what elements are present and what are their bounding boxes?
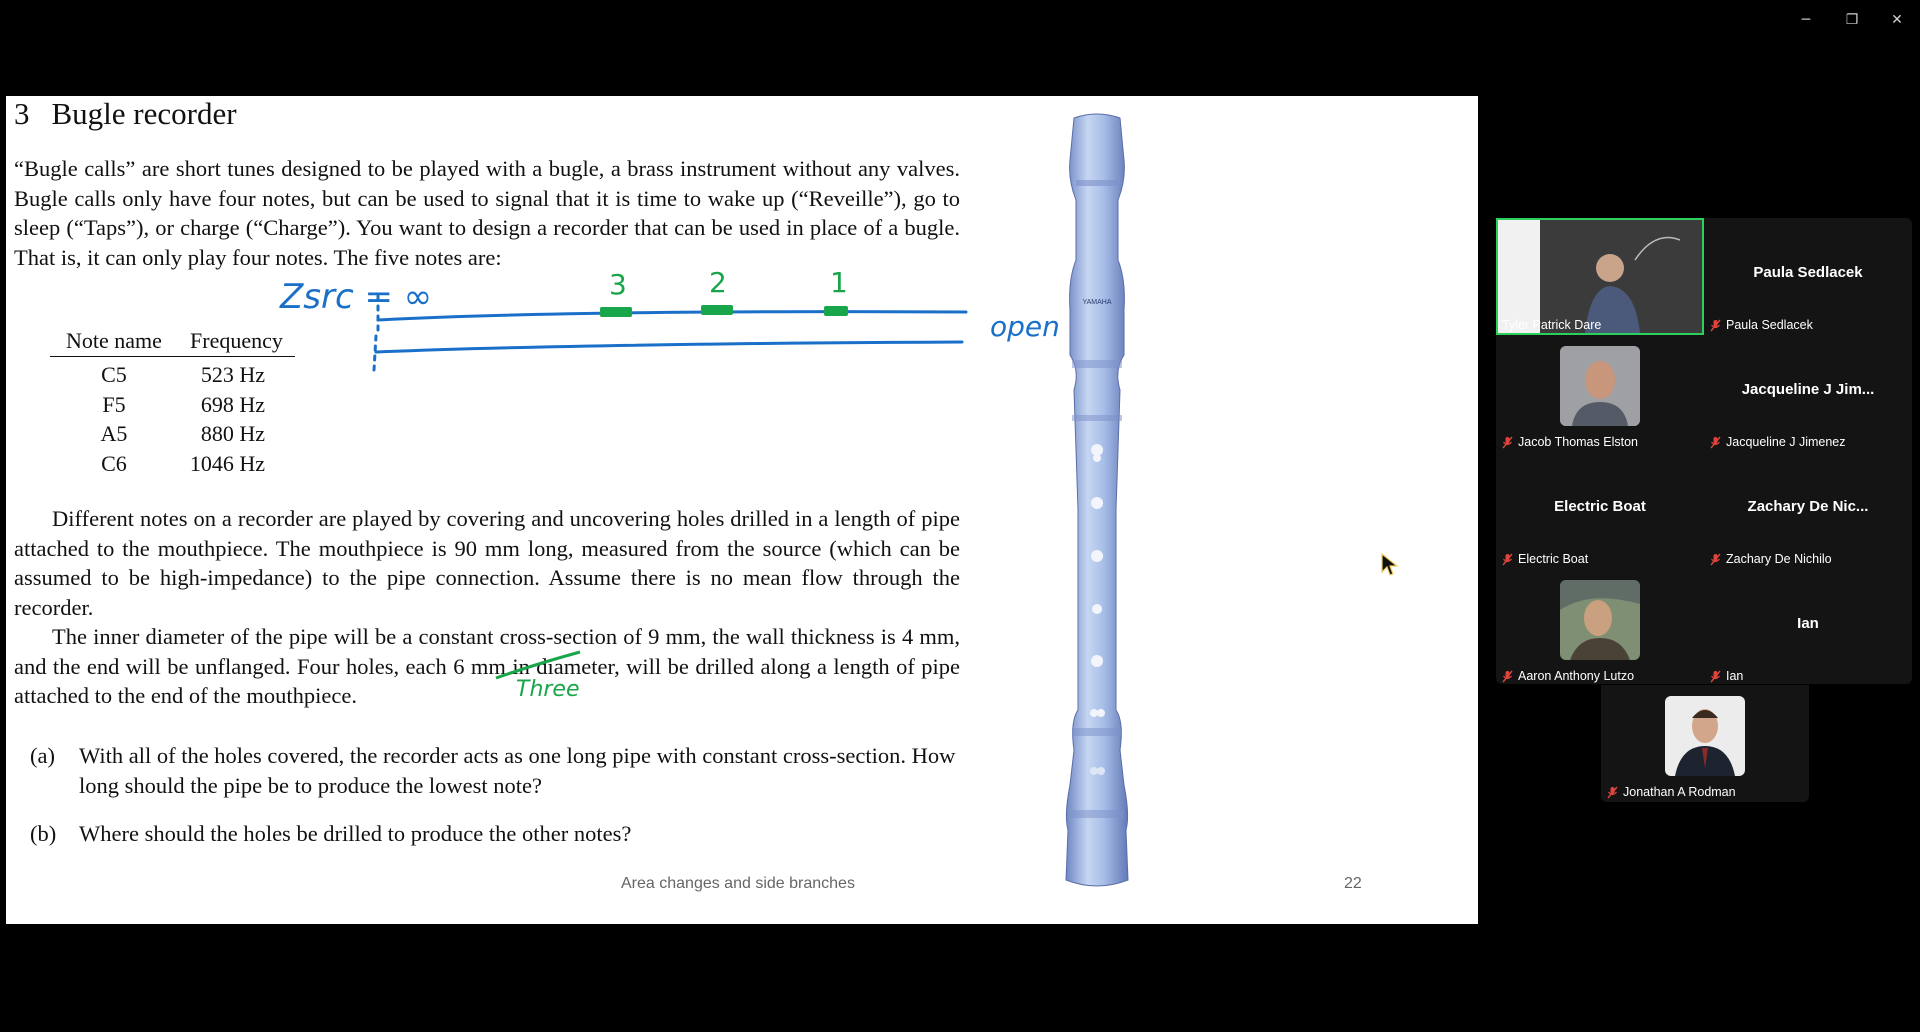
slide-footer: Area changes and side branches [621,875,855,892]
frequency-cell: 523 Hz [200,362,266,387]
muted-mic-icon [1710,553,1721,565]
section-number: 3 [14,96,30,131]
participant-display-name: Zachary De Nic... [1747,498,1869,515]
muted-mic-icon [1502,670,1513,682]
shared-slide: 3 Bugle recorder “Bugle calls” are short … [6,96,1478,924]
participant-display-name: Paula Sedlacek [1753,264,1863,281]
strikethrough-mark [495,650,581,680]
participant-name-text: Tyler Patrick Dare [1502,318,1602,332]
participant-tile-electric-boat[interactable]: Electric Boat Electric Boat [1496,452,1704,569]
muted-mic-icon [1710,436,1721,448]
question-label: (b) [30,821,57,846]
table-row: F5 698 Hz [50,390,295,420]
participant-display-name: Jacqueline J Jim... [1741,381,1875,398]
pipe-text-b: holes, each 6 mm in diameter, will be dr… [14,653,960,709]
avatar-photo [1665,696,1745,776]
participant-name: Zachary De Nichilo [1710,552,1832,566]
pipe-text-a: The inner diameter of the pipe will be a… [14,624,960,679]
mouse-cursor-icon [1381,553,1399,576]
hole-number-1: 1 [830,266,848,299]
table-row: C6 1046 Hz [50,449,295,479]
participant-name: Electric Boat [1502,552,1588,566]
zsrc-annotation: Zsrc = ∞ [279,277,432,317]
question-b: (b) Where should the holes be drilled to… [30,819,960,849]
participant-tile-inner: Jonathan A Rodman [1601,685,1809,802]
participant-name: Ian [1710,669,1743,683]
close-button[interactable]: ✕ [1891,12,1903,28]
question-text: Where should the holes be drilled to pro… [79,821,632,846]
restore-button[interactable]: ❐ [1845,12,1859,28]
participant-name: Jacqueline J Jimenez [1710,435,1846,449]
title-text: Bugle recorder [51,96,237,131]
participant-name: Paula Sedlacek [1710,318,1813,332]
paragraph-pipe: The inner diameter of the pipe will be a… [14,622,960,711]
muted-mic-icon [1502,436,1513,448]
frequency-cell: 880 Hz [200,421,266,446]
participant-name-text: Jacob Thomas Elston [1518,435,1638,449]
hole-marks [600,305,848,317]
table-row: C5 523 Hz [50,357,295,390]
pipe-sketch [372,294,968,372]
three-annotation: Three [516,677,580,702]
participant-name-text: Jacqueline J Jimenez [1726,435,1846,449]
note-name-cell: F5 [102,391,126,417]
frequency-cell: 1046 Hz [189,450,266,476]
intro-paragraph: “Bugle calls” are short tunes designed t… [14,156,960,270]
table-header: Frequency [173,326,296,357]
table-header: Note name [50,326,174,357]
recorder-brand: YAMAHA [1082,299,1111,306]
avatar [1560,580,1640,660]
participant-name: Jonathan A Rodman [1607,785,1736,799]
avatar [1560,346,1640,426]
note-name-cell: C6 [101,450,127,476]
hole-number-2: 2 [709,266,727,299]
muted-mic-icon [1710,319,1721,331]
participant-name-text: Electric Boat [1518,552,1589,566]
participant-tile-jacob[interactable]: Jacob Thomas Elston [1496,335,1704,452]
participant-tile-paula[interactable]: Paula Sedlacek Paula Sedlacek [1704,218,1912,335]
question-label: (a) [30,743,55,768]
participant-gallery: Tyler Patrick Dare Paula Sedlacek Paula … [1496,218,1912,684]
participant-name-text: Ian [1726,669,1744,683]
video-feed [1498,220,1702,333]
participant-tile-aaron[interactable]: Aaron Anthony Lutzo [1496,569,1704,686]
avatar-photo [1560,580,1640,660]
participant-name: Aaron Anthony Lutzo [1502,669,1634,683]
page-number: 22 [1344,875,1362,892]
hole-number-3: 3 [609,268,627,301]
paragraph-holes: Different notes on a recorder are played… [14,506,960,620]
muted-mic-icon [1710,670,1721,682]
struck-word: Four [297,653,340,679]
open-annotation: open [990,310,1060,343]
question-text: With all of the holes covered, the recor… [79,743,956,798]
question-a: (a) With all of the holes covered, the r… [30,741,960,800]
participant-name-text: Jonathan A Rodman [1623,785,1736,799]
muted-mic-icon [1607,786,1618,798]
participant-tile-ian[interactable]: Ian Ian [1704,569,1912,686]
frequency-cell: 698 Hz [200,391,266,417]
participant-display-name: Electric Boat [1554,498,1646,515]
participant-tile-jacqueline[interactable]: Jacqueline J Jim... Jacqueline J Jimenez [1704,335,1912,452]
table-row: A5 880 Hz [50,419,295,449]
ink-annotations: Zsrc = ∞ 3 2 1 open Three [279,266,1060,702]
participant-tile-jonathan[interactable]: Jonathan A Rodman [1601,685,1809,802]
participant-display-name: Ian [1797,615,1819,632]
participant-name-text: Paula Sedlacek [1726,318,1813,332]
participant-name: Jacob Thomas Elston [1502,435,1638,449]
avatar-photo [1560,346,1640,426]
avatar [1665,696,1745,776]
note-frequency-table: Note name Frequency C5 523 Hz F5 698 Hz A5… [50,326,296,479]
slide-title: 3 Bugle recorder [14,96,237,132]
participant-tile-tyler[interactable]: Tyler Patrick Dare [1496,218,1704,335]
presenter-video [1540,220,1702,333]
participant-name: Tyler Patrick Dare [1502,318,1601,332]
recorder-image: YAMAHA [1065,113,1129,887]
note-name-cell: A5 [100,421,128,446]
participant-name-text: Zachary De Nichilo [1726,552,1832,566]
note-name-cell: C5 [101,362,127,387]
muted-mic-icon [1502,553,1513,565]
minimize-button[interactable]: ─ [1801,12,1811,28]
participant-name-text: Aaron Anthony Lutzo [1518,669,1635,683]
participant-tile-zachary[interactable]: Zachary De Nic... Zachary De Nichilo [1704,452,1912,569]
